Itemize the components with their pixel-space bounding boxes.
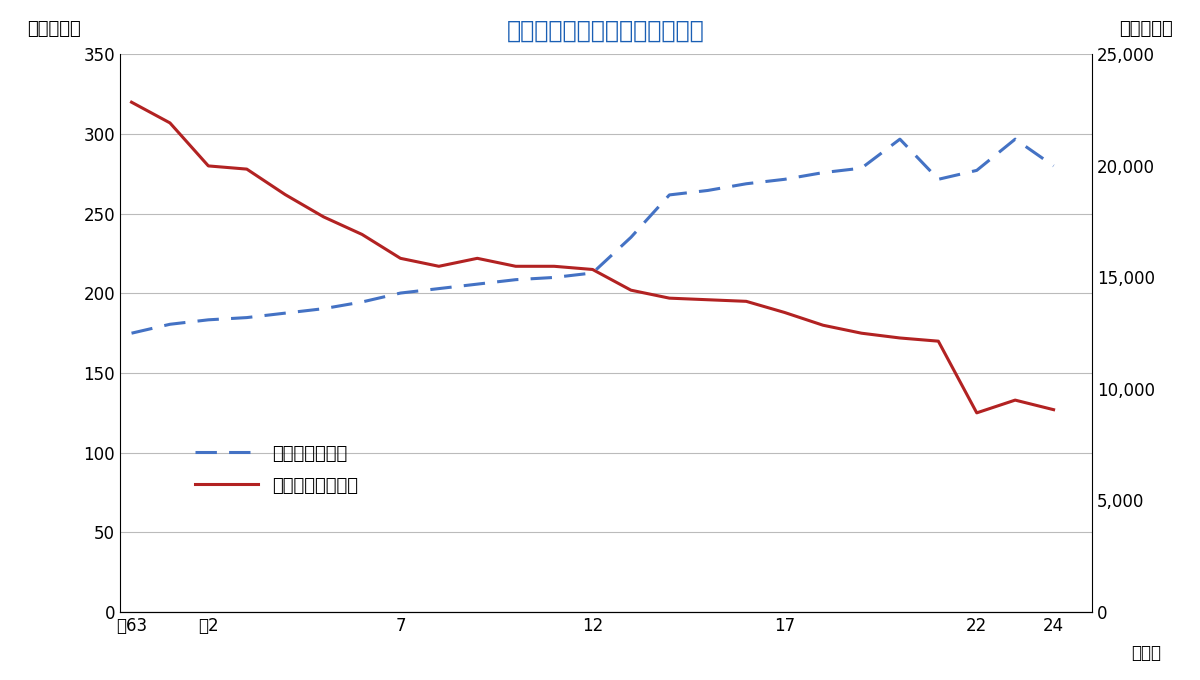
Text: （銘柄数）: （銘柄数）	[1120, 20, 1172, 38]
Legend: 登録肥料銘柄数, 化成肥料生産数量: 登録肥料銘柄数, 化成肥料生産数量	[187, 437, 366, 503]
Title: 化成肥料生産量と銘柄数の推移: 化成肥料生産量と銘柄数の推移	[508, 19, 704, 43]
Text: （年）: （年）	[1132, 644, 1162, 662]
Text: （万トン）: （万トン）	[28, 20, 80, 38]
